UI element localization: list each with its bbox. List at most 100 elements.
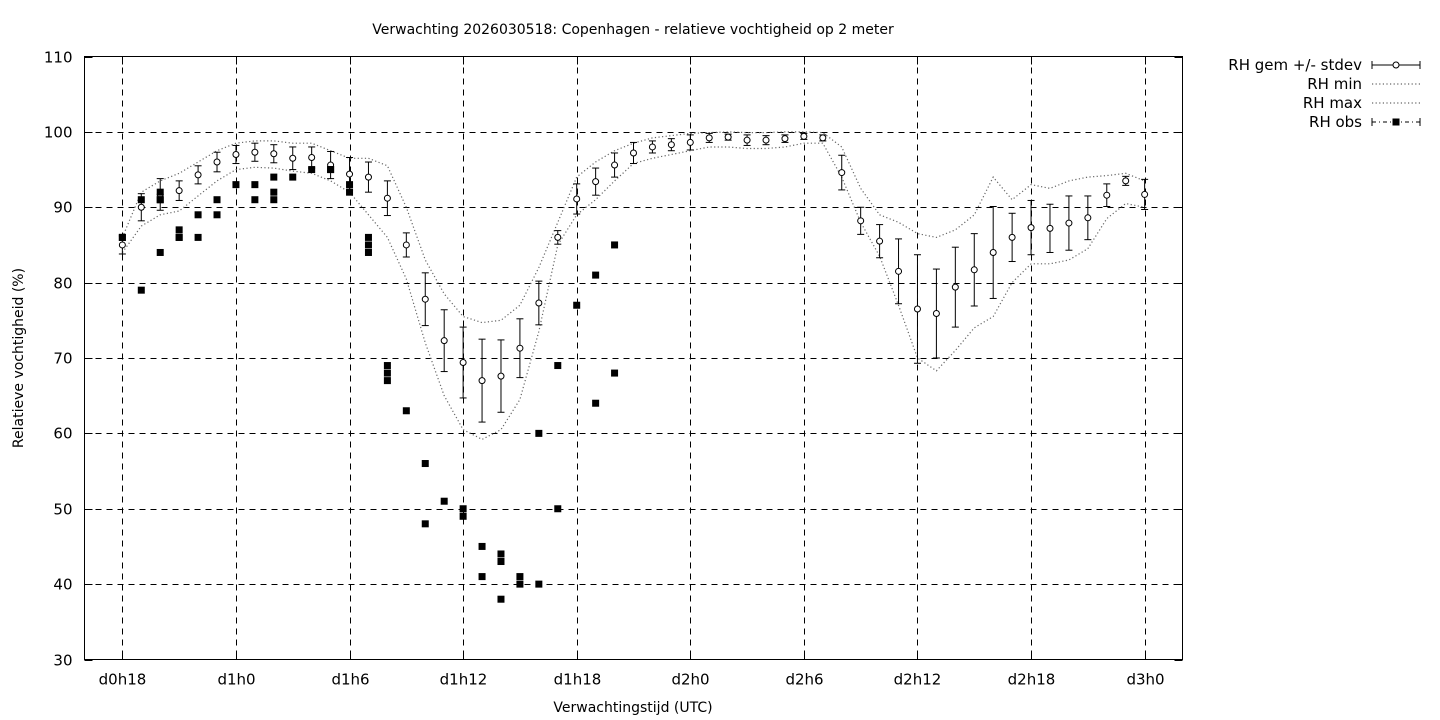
obs-marker bbox=[497, 558, 505, 566]
mean-marker bbox=[364, 173, 372, 181]
obs-marker bbox=[497, 550, 505, 558]
obs-marker bbox=[175, 233, 183, 241]
errorbar-point bbox=[611, 152, 619, 178]
mean-marker bbox=[573, 195, 581, 203]
errorbar-point bbox=[383, 180, 391, 217]
errorbar-point bbox=[724, 133, 732, 141]
errorbar-point bbox=[194, 165, 202, 185]
mean-marker bbox=[592, 178, 600, 186]
errorbar-point bbox=[838, 154, 846, 191]
x-tick-label: d3h0 bbox=[1126, 671, 1164, 689]
series-line-rh-max bbox=[121, 131, 1145, 324]
obs-marker bbox=[383, 377, 391, 385]
mean-marker bbox=[913, 305, 921, 313]
obs-marker bbox=[592, 399, 600, 407]
y-tick-labels: 30 40 50 60 70 80 90 100 110 bbox=[44, 49, 73, 670]
obs-marker bbox=[118, 233, 126, 241]
x-tick-label: d1h18 bbox=[554, 671, 602, 689]
mean-marker bbox=[440, 337, 448, 345]
y-tick-label: 30 bbox=[53, 652, 72, 670]
obs-marker bbox=[346, 188, 354, 196]
obs-marker bbox=[270, 188, 278, 196]
errorbar-point bbox=[175, 180, 183, 201]
errorbar-point bbox=[857, 206, 865, 235]
mean-marker bbox=[667, 141, 675, 149]
obs-marker bbox=[327, 166, 335, 174]
obs-marker bbox=[137, 196, 145, 204]
mean-marker bbox=[1046, 224, 1054, 232]
x-tick-label: d2h12 bbox=[894, 671, 942, 689]
errorbar-point bbox=[440, 309, 448, 373]
errorbar-point bbox=[743, 134, 751, 146]
mean-marker bbox=[838, 169, 846, 177]
errorbar-point bbox=[1008, 212, 1016, 263]
obs-marker bbox=[421, 460, 429, 468]
errorbar-point bbox=[800, 132, 808, 140]
obs-marker bbox=[535, 429, 543, 437]
obs-marker bbox=[364, 248, 372, 256]
mean-marker bbox=[346, 170, 354, 178]
obs-marker bbox=[194, 211, 202, 219]
mean-marker bbox=[213, 158, 221, 166]
obs-marker bbox=[137, 286, 145, 294]
errorbar-point bbox=[1141, 178, 1149, 211]
y-tick-label: 110 bbox=[44, 49, 73, 67]
obs-marker bbox=[364, 233, 372, 241]
obs-marker bbox=[554, 362, 562, 370]
obs-marker bbox=[535, 580, 543, 588]
obs-marker bbox=[213, 196, 221, 204]
mean-marker bbox=[175, 187, 183, 195]
obs-marker bbox=[440, 497, 448, 505]
legend-entry: RH obs bbox=[1309, 113, 1421, 131]
legend-swatch-marker bbox=[1392, 61, 1400, 69]
errorbar-point bbox=[913, 254, 921, 364]
mean-marker bbox=[611, 161, 619, 169]
mean-marker bbox=[686, 138, 694, 146]
errorbar-point bbox=[667, 138, 675, 152]
y-tick-label: 90 bbox=[53, 199, 72, 217]
errorbar-point bbox=[137, 193, 145, 222]
obs-marker bbox=[156, 196, 164, 204]
obs-marker bbox=[156, 248, 164, 256]
errorbar-point bbox=[819, 134, 827, 142]
errorbar-point bbox=[951, 246, 959, 328]
mean-marker bbox=[1084, 214, 1092, 222]
mean-marker bbox=[1027, 224, 1035, 232]
axis-ticks bbox=[84, 56, 1183, 661]
mean-marker bbox=[1141, 190, 1149, 198]
y-tick-label: 100 bbox=[44, 124, 73, 142]
obs-marker bbox=[459, 512, 467, 520]
obs-marker bbox=[213, 211, 221, 219]
mean-marker bbox=[1122, 177, 1130, 185]
errorbar-point bbox=[554, 230, 562, 245]
mean-marker bbox=[535, 299, 543, 307]
mean-marker bbox=[970, 266, 978, 274]
errorbar-point bbox=[1027, 199, 1035, 256]
chart-title: Verwachting 2026030518: Copenhagen - rel… bbox=[372, 22, 894, 38]
mean-marker bbox=[270, 150, 278, 158]
errorbar-point bbox=[648, 140, 656, 154]
y-axis-label: Relatieve vochtigheid (%) bbox=[11, 268, 27, 448]
x-tick-label: d2h6 bbox=[785, 671, 823, 689]
legend-label: RH gem +/- stdev bbox=[1228, 56, 1362, 74]
errorbar-point bbox=[1103, 183, 1111, 207]
x-tick-label: d1h12 bbox=[440, 671, 488, 689]
mean-marker bbox=[989, 248, 997, 256]
mean-marker bbox=[251, 148, 259, 156]
obs-marker bbox=[251, 196, 259, 204]
errorbar-point bbox=[459, 326, 467, 399]
mean-marker bbox=[118, 241, 126, 249]
x-tick-label: d1h0 bbox=[217, 671, 255, 689]
errorbar-point bbox=[970, 233, 978, 307]
errorbar-point bbox=[781, 134, 789, 143]
mean-marker bbox=[459, 359, 467, 367]
obs-marker bbox=[175, 226, 183, 234]
mean-marker bbox=[232, 150, 240, 158]
errorbar-point bbox=[932, 268, 940, 359]
mean-marker bbox=[289, 154, 297, 162]
errorbar-point bbox=[535, 280, 543, 326]
x-tick-label: d2h18 bbox=[1008, 671, 1056, 689]
errorbar-point bbox=[1122, 175, 1130, 186]
errorbar-point bbox=[232, 144, 240, 165]
